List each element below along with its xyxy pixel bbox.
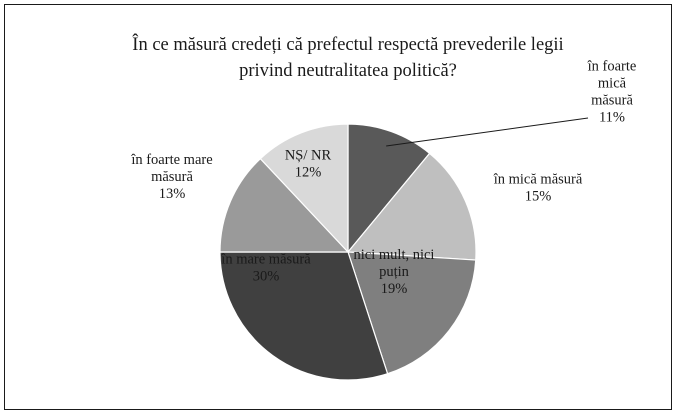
slice-category-label: mică [598, 76, 627, 92]
slice-category-label: puțin [379, 264, 410, 280]
slice-value-label: 15% [525, 189, 552, 205]
leader-line [386, 117, 589, 147]
slice-value-label: 19% [381, 281, 408, 297]
chart-title-line-2: privind neutralitatea politică? [239, 61, 457, 81]
pie-slice [219, 251, 389, 381]
pie-slice [259, 123, 349, 254]
slice-category-label: în foarte mare [130, 152, 212, 168]
slice-category-label: măsură [151, 169, 193, 185]
pie-slices [219, 123, 477, 381]
slice-category-label: măsură [591, 93, 633, 109]
slice-category-label: în mică măsură [493, 172, 583, 188]
slice-category-label: în mare măsură [220, 252, 311, 268]
slice-value-label: 12% [295, 165, 322, 181]
slice-category-label: nici mult, nici [354, 247, 435, 263]
slice-value-label: 13% [159, 186, 186, 202]
slice-category-label: NȘ/ NR [285, 148, 332, 164]
slice-category-label: în foarte [587, 59, 637, 75]
pie-slice [347, 251, 477, 375]
pie-slice [347, 123, 431, 254]
chart-title-line-1: În ce măsură credeți că prefectul respec… [132, 33, 563, 55]
slice-value-label: 11% [599, 110, 625, 126]
slice-value-label: 30% [253, 269, 280, 285]
pie-slice [346, 152, 477, 261]
pie-slice [219, 157, 350, 253]
